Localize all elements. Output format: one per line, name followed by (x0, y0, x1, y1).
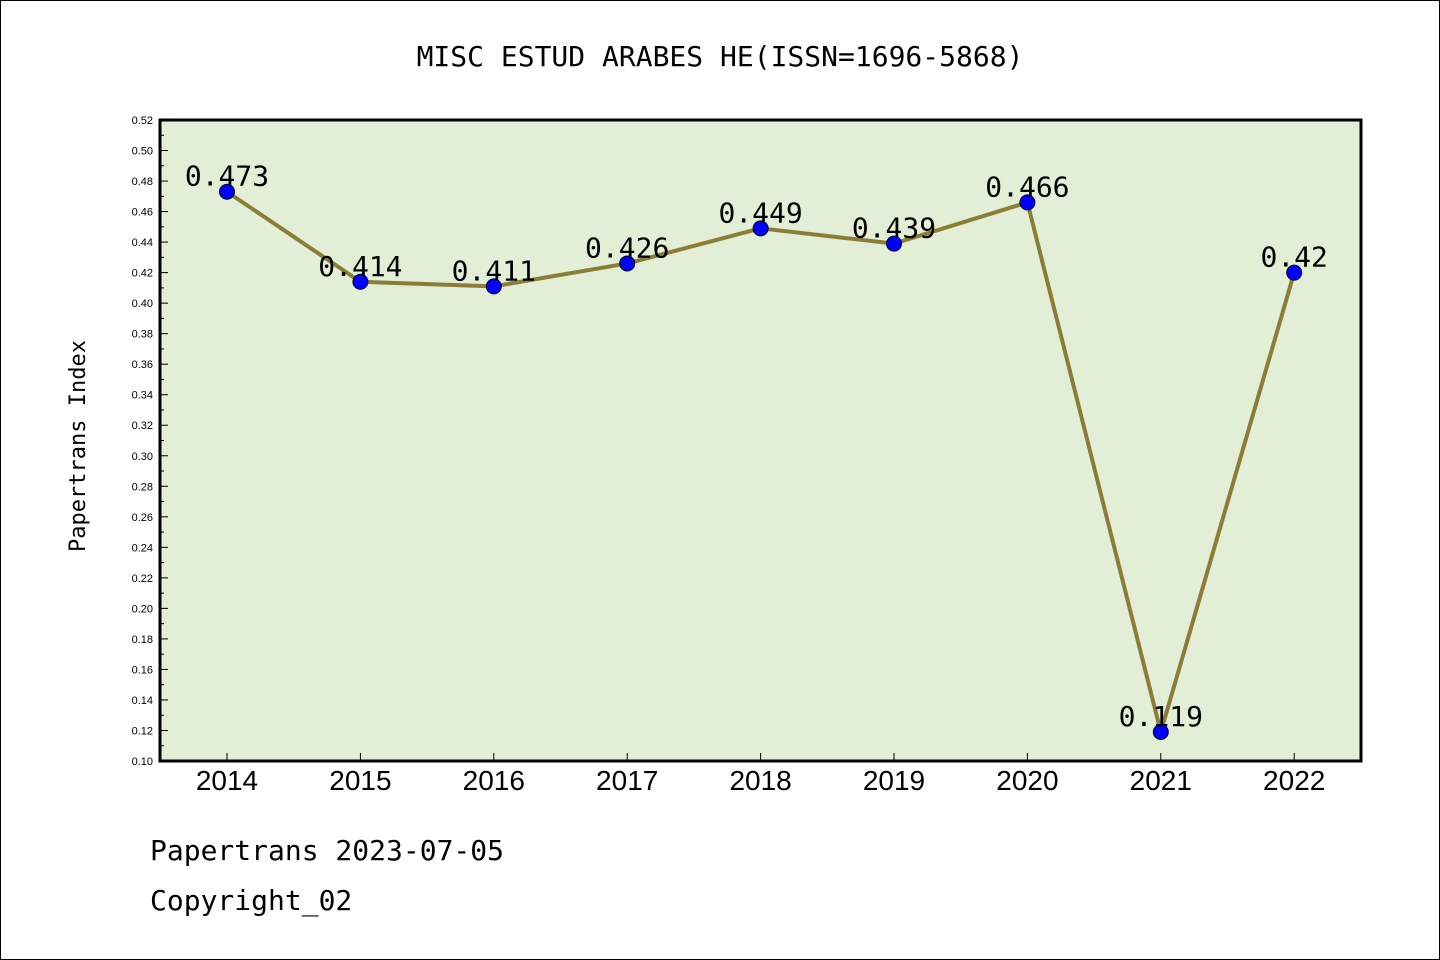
y-tick-label: 0.50 (132, 146, 153, 158)
y-tick-label: 0.48 (132, 176, 153, 188)
data-point (219, 183, 235, 200)
data-point (1286, 264, 1303, 281)
y-axis-label: Papertrans Index (66, 340, 91, 552)
data-label: 0.414 (318, 250, 402, 283)
x-tick-label: 2014 (196, 765, 258, 796)
series-group (219, 183, 1303, 741)
footer-date: Papertrans 2023-07-05 (150, 834, 505, 867)
y-tick-label: 0.36 (132, 359, 153, 371)
footer-copyright: Copyright_02 (150, 884, 353, 917)
data-label: 0.473 (185, 160, 269, 193)
x-tick-label: 2022 (1263, 765, 1325, 796)
y-tick-label: 0.42 (132, 268, 153, 280)
y-tick-label: 0.40 (132, 298, 153, 310)
y-tick-label: 0.30 (132, 451, 153, 463)
x-tick-label: 2015 (329, 765, 391, 796)
data-point (752, 220, 769, 237)
y-axis-ticks: 0.10 0.12 0.14 0.16 0.18 0.20 0.22 0.24 0.26 0.28… (132, 115, 168, 768)
x-tick-label: 2021 (1130, 765, 1192, 796)
x-tick-label: 2019 (863, 765, 925, 796)
chart-title: MISC ESTUD ARABES HE(ISSN=1696-5868) (417, 40, 1024, 73)
y-tick-label: 0.22 (132, 573, 153, 585)
data-label: 0.426 (585, 231, 669, 264)
y-tick-label: 0.24 (132, 542, 153, 554)
y-tick-label: 0.26 (132, 512, 153, 524)
y-tick-label: 0.46 (132, 207, 153, 219)
y-tick-label: 0.44 (132, 237, 153, 249)
y-tick-label: 0.14 (132, 695, 153, 707)
data-point (1152, 724, 1169, 741)
data-label: 0.42 (1260, 241, 1327, 274)
x-tick-label: 2016 (463, 765, 525, 796)
data-point (1019, 194, 1036, 211)
data-point (485, 278, 502, 295)
data-label: 0.449 (718, 196, 802, 229)
y-tick-label: 0.12 (132, 725, 153, 737)
y-tick-label: 0.18 (132, 634, 153, 646)
data-labels-group: 0.473 0.414 0.411 0.426 0.449 0.439 0.466 0.119… (185, 160, 1328, 733)
y-tick-label: 0.38 (132, 329, 153, 341)
data-label: 0.439 (852, 212, 936, 245)
data-label: 0.411 (452, 254, 536, 287)
data-point (352, 273, 369, 290)
y-tick-label: 0.52 (132, 115, 153, 127)
x-tick-label: 2018 (729, 765, 791, 796)
y-tick-label: 0.20 (132, 603, 153, 615)
x-tick-label: 2017 (596, 765, 658, 796)
data-label: 0.119 (1119, 700, 1203, 733)
x-tick-label: 2020 (996, 765, 1058, 796)
y-tick-label: 0.34 (132, 390, 153, 402)
data-point (886, 235, 902, 252)
data-label: 0.466 (985, 170, 1069, 203)
y-tick-label: 0.28 (132, 481, 153, 493)
y-tick-label: 0.32 (132, 420, 153, 432)
y-tick-label: 0.16 (132, 664, 153, 676)
data-point (619, 255, 636, 272)
y-tick-label: 0.10 (132, 756, 153, 768)
x-axis-ticks: 2014 2015 2016 2017 2018 2019 2020 2021 2022 (196, 753, 1325, 796)
